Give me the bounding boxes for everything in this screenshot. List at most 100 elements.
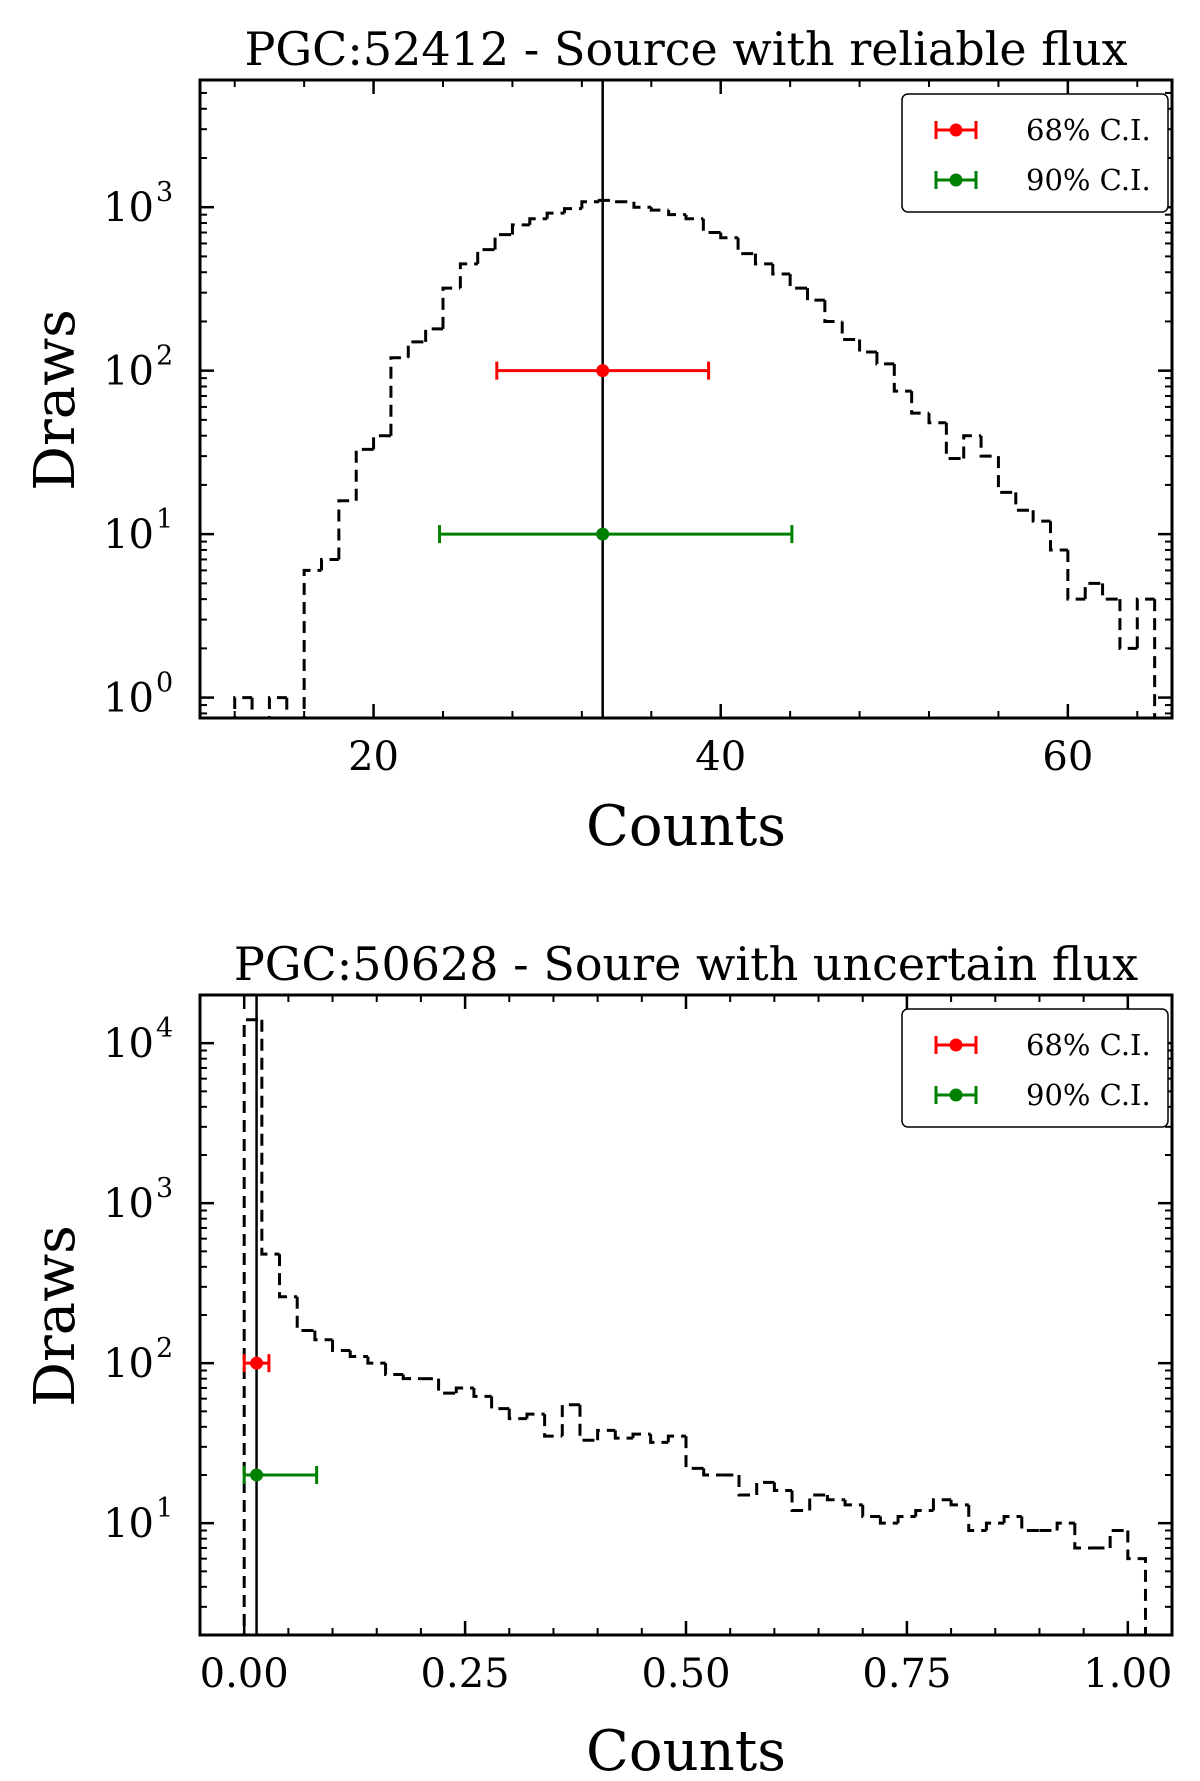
legend-label: 90% C.I. [1026, 163, 1151, 197]
histogram-bin [285, 697, 289, 718]
histogram-bin [1101, 583, 1120, 601]
histogram-bin [525, 1412, 545, 1419]
ci-errorbar-68 [242, 1354, 271, 1373]
histogram-bin [996, 456, 1016, 494]
y-tick-label: 10 [103, 1181, 154, 1227]
histogram-bin [528, 217, 548, 225]
histogram-bin [1108, 1528, 1128, 1548]
ci-point [250, 1356, 264, 1370]
histogram-bin [931, 1498, 952, 1511]
chart-title: PGC:52412 - Source with reliable flux [244, 22, 1127, 76]
histogram-bin [702, 1468, 722, 1477]
histogram-bin [354, 447, 374, 501]
histogram-bin [389, 356, 409, 436]
ci-errorbar-90 [438, 525, 794, 544]
legend-entry: 68% C.I. [934, 113, 1151, 147]
histogram-bin [806, 288, 825, 302]
histogram-bin [772, 1482, 793, 1493]
histogram-bin [666, 1434, 686, 1443]
ci-point [596, 527, 610, 541]
histogram-bin [984, 1521, 1005, 1531]
histogram-bin [560, 1403, 580, 1437]
histogram-bin [927, 413, 947, 425]
histogram-bin [631, 1432, 651, 1439]
histogram-bin [1153, 599, 1157, 718]
histogram-bin [949, 1499, 969, 1507]
legend-swatch-point [949, 173, 963, 187]
x-tick-label: 20 [348, 734, 399, 780]
histogram-bin [472, 1387, 492, 1398]
x-tick-label: 0.00 [200, 1651, 289, 1697]
y-tick-label: 10 [103, 185, 154, 231]
plot-frame [198, 78, 1174, 720]
histogram-bin [1083, 581, 1103, 600]
y-tick-label: 10 [103, 1341, 154, 1387]
legend-swatch-point [949, 1038, 963, 1052]
ci-errorbar-90 [242, 1466, 319, 1484]
histogram-bin [737, 1475, 757, 1497]
histogram-bin [384, 1363, 404, 1376]
histogram-bin [366, 1356, 386, 1365]
histogram-bin [597, 198, 617, 202]
histogram-bin [563, 207, 582, 214]
histogram-bin [962, 434, 982, 459]
histogram-bin [260, 1019, 280, 1256]
histogram-bin [510, 223, 530, 235]
y-axis-label: Draws [23, 1225, 88, 1407]
histogram-bin [424, 327, 443, 342]
histogram-bin [490, 1396, 510, 1411]
legend-swatch-point [949, 1088, 963, 1102]
histogram-bin [1014, 492, 1034, 512]
histogram-bin [596, 1428, 616, 1441]
histogram-bin [843, 1499, 863, 1507]
y-tick-exponent: 3 [156, 1173, 173, 1204]
histogram-bin [875, 352, 895, 366]
histogram-bin [406, 340, 426, 358]
histogram-bin [437, 1378, 457, 1395]
histogram-bin [441, 286, 461, 329]
ci-point [596, 364, 610, 378]
histogram-bin [580, 200, 600, 209]
histogram-bin [967, 1504, 987, 1532]
histogram-bin [808, 1493, 828, 1511]
histogram-bin [1002, 1515, 1022, 1524]
histogram-bin [858, 339, 877, 354]
histogram-bin [1055, 1521, 1075, 1531]
x-tick-label: 0.75 [862, 1651, 951, 1697]
histogram-bin [337, 499, 357, 560]
histogram-bin [979, 435, 999, 458]
x-axis-label: Counts [586, 1719, 786, 1781]
legend-label: 90% C.I. [1026, 1078, 1151, 1112]
histogram-bin [896, 1515, 916, 1524]
histogram-bin [632, 201, 652, 209]
histogram-bin [1049, 521, 1068, 552]
histogram-bin [1066, 549, 1086, 601]
histogram-bin [771, 263, 791, 276]
x-axis: 0.00 0.25 0.50 0.75 1.00 [199, 995, 1173, 1697]
histogram-bin [401, 1374, 421, 1381]
histogram-bin [825, 1494, 846, 1502]
histogram-bin [788, 274, 808, 290]
y-tick-exponent: 3 [156, 177, 173, 208]
legend-label: 68% C.I. [1026, 1028, 1151, 1062]
y-tick-label: 10 [103, 1021, 154, 1067]
histogram-bin [278, 1254, 298, 1299]
histogram-bin [840, 321, 860, 342]
y-tick-label: 10 [103, 512, 154, 558]
ci-errorbar-68 [495, 361, 711, 380]
legend-entry: 90% C.I. [934, 1078, 1151, 1112]
histogram-bin [684, 214, 704, 221]
histogram-bin [755, 1480, 775, 1495]
histogram-bin [736, 237, 756, 256]
y-tick-exponent: 0 [156, 668, 173, 699]
legend-box [901, 1008, 1169, 1128]
x-tick-label: 1.00 [1083, 1651, 1172, 1697]
histogram-bin [507, 1408, 527, 1421]
chart-panel-reliable: PGC:52412 - Source with reliable flux Dr… [23, 22, 1174, 859]
legend: 68% C.I. 90% C.I. [901, 93, 1169, 213]
y-tick-label: 10 [103, 1501, 154, 1547]
histogram-bin [578, 1404, 598, 1442]
histogram-bin [313, 1330, 333, 1342]
histogram-bin [944, 422, 964, 461]
